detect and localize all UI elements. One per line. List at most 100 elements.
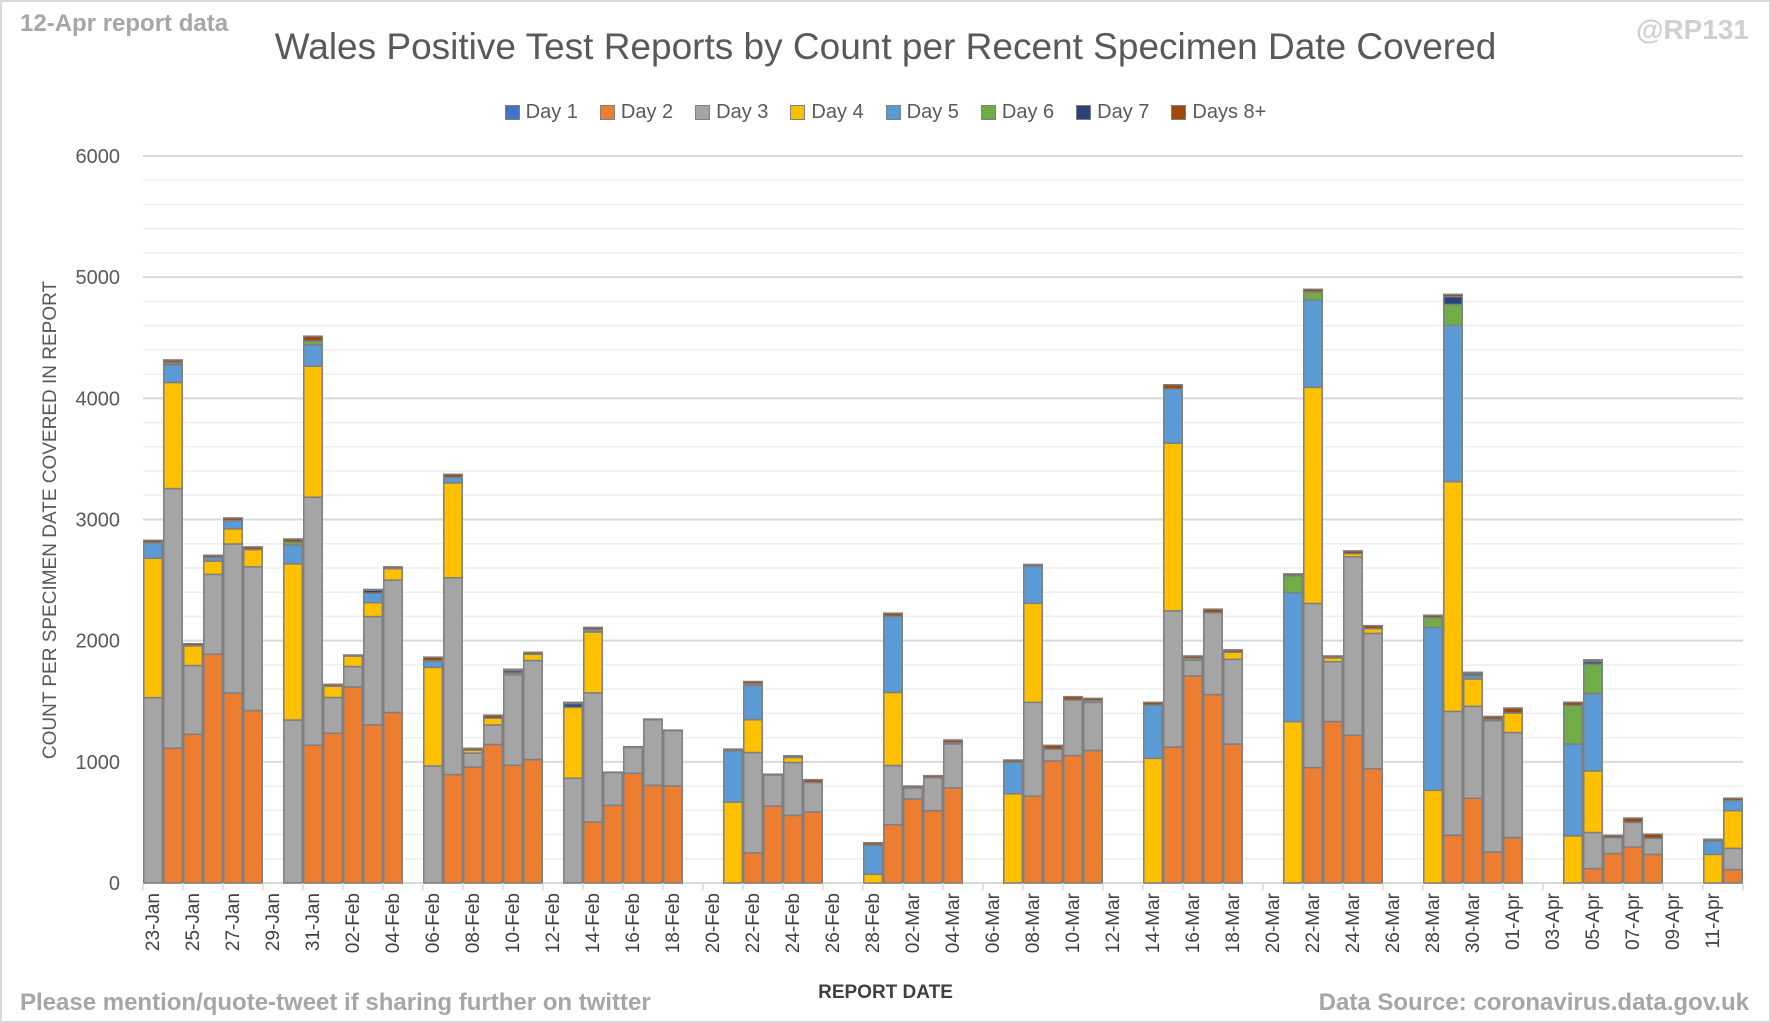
bar-segment-day-6-05-Apr (1583, 663, 1603, 695)
bar-segment-day-2-12-Apr (1723, 868, 1743, 884)
bar-segment-day-4-24-Jan (163, 381, 183, 490)
bar-segment-day-4-28-Mar (1423, 789, 1443, 884)
x-tick-label: 30-Mar (1463, 892, 1484, 953)
x-tick-label: 14-Feb (583, 893, 604, 953)
bar-segment-day-2-24-Jan (163, 747, 183, 884)
x-tick-label: 05-Apr (1583, 892, 1604, 950)
bar-segment-days-8--08-Mar (1023, 563, 1043, 567)
bar-segment-day-3-24-Feb (783, 761, 803, 817)
bar-segment-day-3-15-Feb (603, 771, 623, 807)
y-tick-label: 5000 (76, 267, 121, 289)
bar-segment-day-4-31-Jan (303, 365, 323, 498)
bar-segment-day-2-18-Feb (663, 785, 683, 884)
bar-segment-days-8--31-Mar (1483, 715, 1503, 721)
bar-segment-day-5-28-Feb (863, 844, 883, 876)
bar-segment-day-4-23-Jan (143, 557, 163, 699)
bar-segment-day-3-27-Jan (223, 543, 243, 694)
bar-segment-day-3-06-Feb (423, 765, 443, 884)
bar-segment-day-5-21-Feb (723, 750, 743, 803)
bar-segment-days-8--08-Apr (1643, 833, 1663, 840)
x-tick-label: 04-Mar (943, 892, 964, 953)
bar-segment-days-8--14-Feb (583, 626, 603, 631)
bars (143, 288, 1743, 884)
bar-segment-day-5-21-Mar (1283, 591, 1303, 723)
legend-item-day-6: Day 6 (980, 101, 1054, 124)
bar-segment-days-8--16-Feb (623, 745, 643, 749)
bar-segment-day-4-01-Apr (1503, 712, 1523, 734)
bar-segment-day-4-22-Mar (1303, 386, 1323, 605)
bar-segment-day-5-28-Mar (1423, 626, 1443, 792)
bar-segment-day-2-31-Jan (303, 744, 323, 884)
x-tick-label: 07-Apr (1623, 892, 1644, 950)
bar-segment-day-3-07-Feb (443, 577, 463, 776)
bar-segment-day-2-10-Feb (503, 764, 523, 884)
y-tick-label: 0 (109, 873, 120, 895)
bar-segment-day-3-14-Feb (583, 692, 603, 823)
legend-item-day-4: Day 4 (790, 101, 864, 124)
bar-segment-days-8--07-Feb (443, 473, 463, 479)
legend-label: Day 3 (716, 101, 769, 123)
bar-segment-day-3-23-Mar (1323, 660, 1343, 723)
bar-segment-day-3-22-Mar (1303, 602, 1323, 769)
bar-segment-day-5-27-Jan (223, 519, 243, 530)
bar-segment-day-2-17-Mar (1203, 693, 1223, 884)
x-tick-label: 06-Mar (983, 892, 1004, 953)
bar-segment-day-4-11-Feb (523, 653, 543, 662)
x-tick-label: 18-Mar (1223, 892, 1244, 953)
bar-segment-days-8--29-Mar (1443, 293, 1463, 298)
bar-segment-day-4-30-Jan (283, 563, 303, 721)
bar-segment-day-2-22-Feb (743, 852, 763, 884)
bar-segment-day-3-12-Apr (1723, 847, 1743, 871)
x-tick-label: 23-Jan (143, 893, 164, 951)
bar-segment-day-4-05-Apr (1583, 770, 1603, 834)
bar-segment-day-5-01-Mar (883, 615, 903, 694)
legend-swatch (599, 105, 615, 120)
legend-swatch (1076, 105, 1092, 120)
x-tick-label: 02-Feb (343, 893, 364, 953)
bar-segment-day-5-31-Jan (303, 344, 323, 367)
bar-segment-days-8--17-Feb (643, 718, 663, 721)
bar-segment-day-3-06-Apr (1603, 836, 1623, 855)
bar-segment-day-3-23-Feb (763, 774, 783, 807)
x-tick-label: 29-Jan (263, 893, 284, 951)
bar-segment-day-3-24-Jan (163, 487, 183, 750)
bar-segment-days-8--15-Mar (1163, 384, 1183, 390)
x-tick-label: 16-Feb (623, 893, 644, 953)
bar-segment-day-2-01-Feb (323, 732, 343, 884)
bar-segment-day-4-04-Apr (1563, 835, 1583, 884)
x-tick-label: 14-Mar (1143, 892, 1164, 953)
bar-segment-day-2-09-Feb (483, 743, 503, 884)
bar-segment-day-2-08-Apr (1643, 853, 1663, 884)
bar-segment-day-2-16-Mar (1183, 675, 1203, 884)
bar-segment-days-8--03-Feb (363, 588, 383, 591)
legend-swatch (504, 105, 520, 120)
bar-segment-days-8--08-Feb (463, 747, 483, 751)
x-tick-label: 06-Feb (423, 893, 444, 953)
bar-segment-day-2-04-Feb (383, 711, 403, 884)
x-tick-label: 24-Mar (1343, 892, 1364, 953)
bar-segment-day-3-01-Feb (323, 696, 343, 734)
bar-segment-days-8--28-Jan (243, 546, 263, 551)
bar-segment-days-8--06-Feb (423, 656, 443, 662)
bar-segment-day-3-04-Feb (383, 579, 403, 714)
bar-segment-day-3-17-Feb (643, 718, 663, 787)
bar-segment-days-8--10-Feb (503, 668, 523, 672)
bar-segment-days-8--03-Mar (923, 774, 943, 779)
bar-segment-days-8--02-Feb (343, 654, 363, 657)
bar-segment-day-3-25-Jan (183, 664, 203, 736)
bar-segment-day-4-07-Mar (1003, 793, 1023, 884)
bar-segment-days-8--11-Apr (1703, 838, 1723, 842)
bar-segment-day-5-12-Apr (1723, 799, 1743, 812)
legend-label: Days 8+ (1192, 101, 1267, 123)
bar-segment-day-3-03-Mar (923, 776, 943, 812)
bar-segment-day-2-24-Feb (783, 814, 803, 884)
bar-segment-days-8--01-Apr (1503, 707, 1523, 714)
bar-segment-day-4-27-Jan (223, 528, 243, 545)
bar-segment-days-8--22-Feb (743, 680, 763, 685)
bar-segment-day-4-15-Mar (1163, 442, 1183, 612)
bar-segment-day-3-18-Mar (1223, 658, 1243, 745)
bar-segment-days-8--28-Feb (863, 842, 883, 846)
bar-segment-day-2-18-Mar (1223, 743, 1243, 884)
bar-segment-days-8--16-Mar (1183, 655, 1203, 660)
bar-segment-day-2-14-Feb (583, 821, 603, 884)
